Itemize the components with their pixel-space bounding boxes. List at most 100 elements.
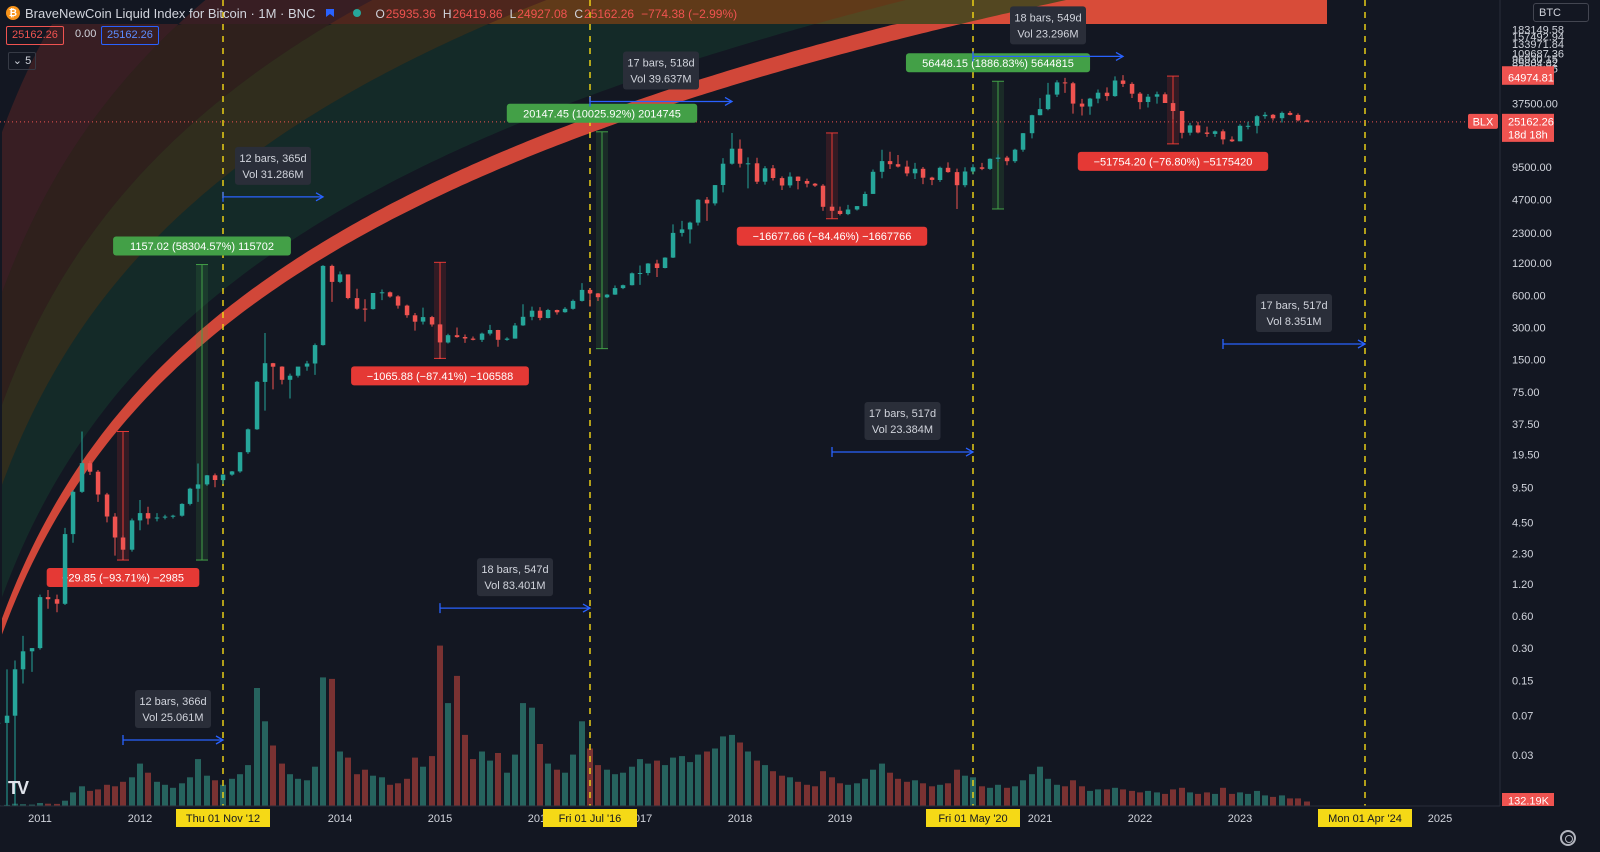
candle [1154,91,1160,104]
candle [895,155,901,168]
candle [795,176,801,190]
candle [645,263,651,276]
date-range-volume: Vol 23.384M [872,424,933,436]
candle-body [170,515,176,517]
flag-icon[interactable] [325,8,335,18]
market-status-icon[interactable] [353,9,362,17]
date-range-volume: Vol 25.061M [142,712,203,724]
date-range-label-bg [1010,6,1086,45]
volume-bar [479,751,485,806]
candle-body [304,363,310,367]
symbol-selector[interactable]: BTC [1533,3,1589,22]
sell-price-box[interactable]: 25162.26 [6,26,64,45]
volume-bar [979,786,985,806]
candle [337,271,343,284]
candle [545,308,551,319]
volume-bar [154,781,160,806]
settings-gear-icon[interactable] [1560,830,1576,846]
candle-body [787,176,793,186]
volume-bar [354,774,360,806]
volume-bar [1029,774,1035,806]
candle [1220,129,1226,145]
candle-body [1212,131,1218,134]
candle-body [637,273,643,274]
volume-bar [670,757,676,806]
candle-body [270,363,276,367]
candle-body [912,168,918,174]
y-tick-label: 0.60 [1512,611,1533,623]
candle-body [79,463,85,492]
symbol-tag: BLX [1473,116,1494,128]
candle [487,324,493,336]
x-tick-label: 2011 [28,813,52,825]
candle-body [454,335,460,338]
candle [454,327,460,338]
candle [262,333,268,411]
candle-body [679,229,685,233]
candle-body [187,488,193,504]
candle [412,312,418,331]
candle [95,470,101,502]
x-tick-label: 2018 [728,813,752,825]
volume-bar [1179,787,1185,806]
candle [529,306,535,321]
volume-bar [829,777,835,806]
volume-bar [162,784,168,806]
candle [254,380,260,430]
candle [12,660,18,806]
volume-bar [1104,789,1110,806]
candle [745,157,751,189]
x-highlight-bg [176,809,270,827]
volume-bar [62,800,68,806]
date-range-bars: 17 bars, 517d [1260,300,1327,312]
candle-body [620,285,626,289]
candle [845,204,851,216]
volume-bar [129,777,135,806]
candle-body [1120,80,1126,84]
y-tick-label: 183149.58 [1512,25,1564,37]
volume-bar [429,756,435,806]
volume-bar [270,745,276,806]
volume-bar [412,757,418,806]
symbol-title[interactable]: BraveNewCoin Liquid Index for Bitcoin · … [25,5,316,21]
candle-body [1237,125,1243,142]
candle [637,265,643,285]
indicators-toggle[interactable]: ⌄ 5 [8,52,36,70]
volume-bar [945,783,951,806]
candle [995,154,1001,162]
candle-body [570,300,576,309]
volume-bar [737,742,743,806]
candle-body [87,463,93,472]
volume-bar [1245,793,1251,806]
measure-label: 20147.45 (10025.92%) 2014745 [506,103,698,123]
candle-body [837,210,843,214]
candle [20,635,26,684]
candle-body [745,163,751,165]
ohlc-values: O25935.36 H26419.86 L24927.08 C25162.26 −774… [375,6,744,21]
volume-bar [545,763,551,806]
candle [662,257,668,269]
candle [370,293,376,310]
candle [612,285,618,295]
candle-body [379,292,385,294]
y-tick-label: 2300.00 [1512,228,1552,240]
date-range-bars: 18 bars, 549d [1014,12,1081,24]
candle [187,487,193,506]
volume-bar [779,775,785,806]
candle [345,274,351,300]
buy-price-box[interactable]: 25162.26 [101,26,159,45]
date-range-volume: Vol 39.637M [630,73,691,85]
candle-body [420,317,426,322]
candle-body [470,338,476,340]
candle-body [1287,112,1293,115]
candle-body [229,471,235,475]
x-highlight-label: Thu 01 Nov '12 [186,813,260,825]
volume-bar [987,787,993,806]
candle-body [237,452,243,472]
candle-body [687,222,693,230]
candle-body [862,194,868,207]
volume-bar [1229,793,1235,806]
volume-bar [904,781,910,806]
volume-bar [954,769,960,806]
